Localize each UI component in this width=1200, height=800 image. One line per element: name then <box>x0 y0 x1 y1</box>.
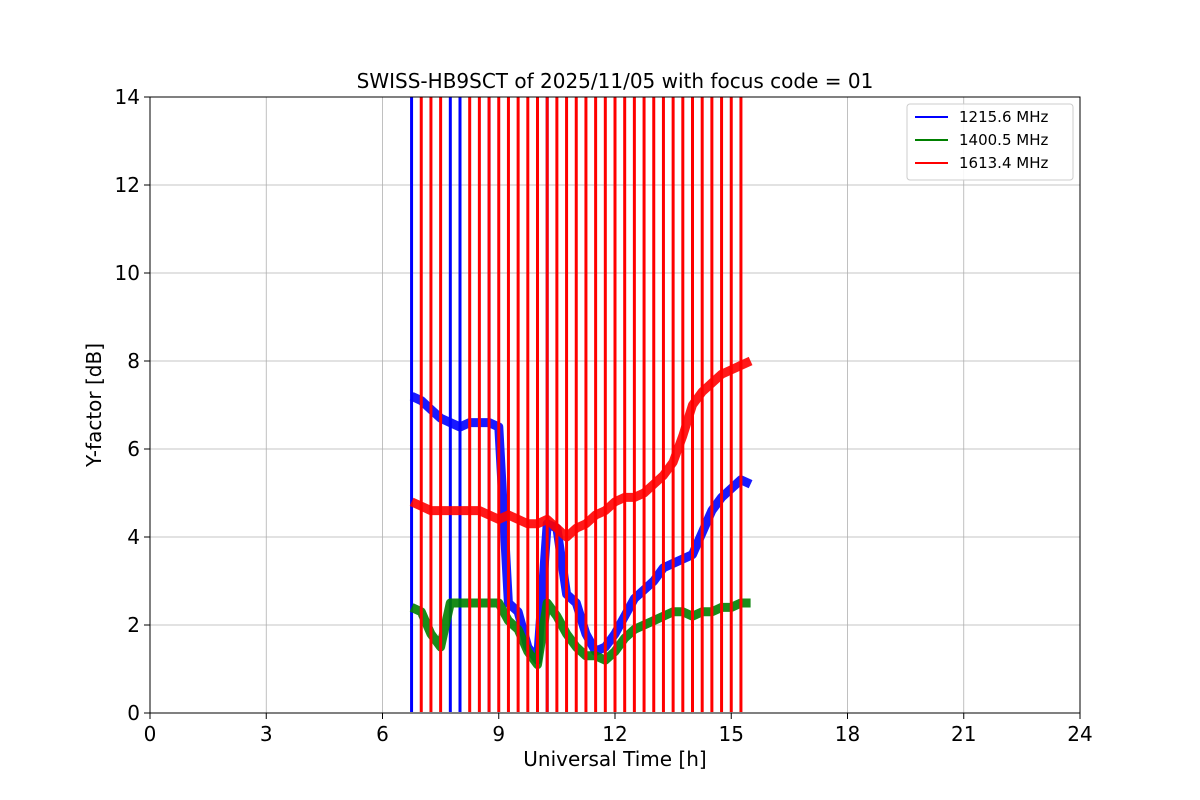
y-tick-label: 6 <box>127 437 140 461</box>
series-group <box>409 598 751 670</box>
x-tick-label: 9 <box>492 722 505 746</box>
x-tick-label: 18 <box>835 722 860 746</box>
x-tick-label: 0 <box>144 722 157 746</box>
y-tick-label: 12 <box>115 173 140 197</box>
y-axis-label: Y-factor [dB] <box>82 343 106 468</box>
y-tick-label: 14 <box>115 85 140 109</box>
series-layer <box>409 97 753 712</box>
x-tick-label: 15 <box>719 722 744 746</box>
x-tick-label: 3 <box>260 722 273 746</box>
x-tick-label: 21 <box>951 722 976 746</box>
x-tick-label: 12 <box>602 722 627 746</box>
legend-label: 1215.6 MHz <box>959 108 1048 126</box>
x-tick-label: 24 <box>1067 722 1092 746</box>
x-axis-label: Universal Time [h] <box>523 747 706 771</box>
y-tick-label: 10 <box>115 261 140 285</box>
legend: 1215.6 MHz 1400.5 MHz 1613.4 MHz <box>906 103 1074 181</box>
y-tick-label: 8 <box>127 349 140 373</box>
legend-label: 1613.4 MHz <box>959 154 1048 172</box>
y-tick-label: 2 <box>127 613 140 637</box>
chart-title: SWISS-HB9SCT of 2025/11/05 with focus co… <box>357 69 874 93</box>
legend-label: 1400.5 MHz <box>959 131 1048 149</box>
series-group <box>409 97 753 712</box>
y-tick-label: 4 <box>127 525 140 549</box>
series-line <box>409 598 751 670</box>
y-tick-label: 0 <box>127 701 140 725</box>
series-line <box>409 356 753 542</box>
x-tick-label: 6 <box>376 722 389 746</box>
legend-box <box>906 103 1074 181</box>
series-line <box>409 392 753 665</box>
